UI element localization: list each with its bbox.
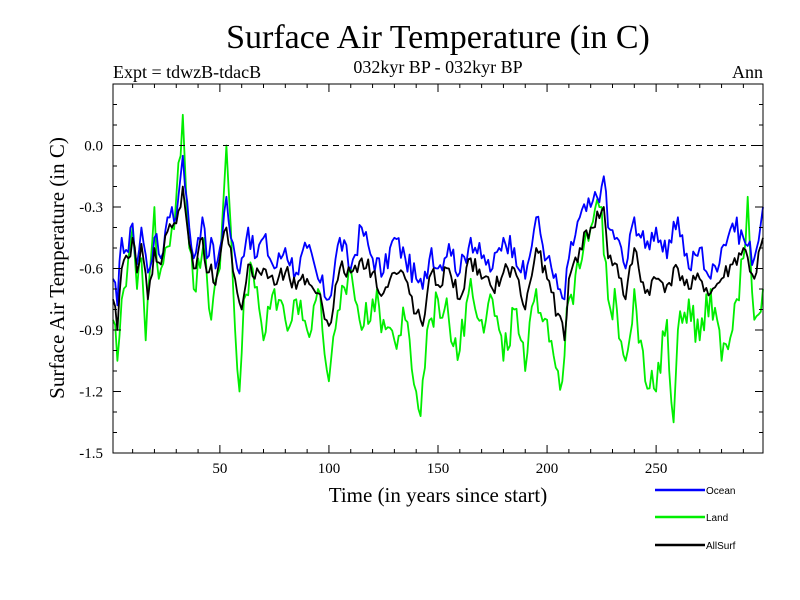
legend-label-ocean: Ocean bbox=[706, 486, 735, 497]
chart-subtitle: 032kyr BP - 032kyr BP bbox=[353, 57, 522, 77]
y-tick-label: 0.0 bbox=[84, 139, 103, 155]
y-axis-label: Surface Air Temperature (in C) bbox=[45, 137, 69, 399]
experiment-label: Expt = tdwzB-tdacB bbox=[113, 62, 261, 82]
chart-title: Surface Air Temperature (in C) bbox=[226, 19, 650, 56]
x-tick-label: 50 bbox=[212, 461, 227, 477]
tick-layer: 50 100 150 200 250 -1.5 -1.2 -0.9 -0.6 -0.3 0.0 bbox=[79, 84, 763, 477]
legend: Ocean Land AllSurf bbox=[655, 486, 736, 552]
y-tick-label: -1.2 bbox=[79, 385, 103, 401]
x-tick-label: 150 bbox=[427, 461, 450, 477]
y-tick-label: -0.6 bbox=[79, 262, 103, 278]
series-layer bbox=[112, 113, 764, 424]
x-axis-label: Time (in years since start) bbox=[329, 483, 548, 507]
y-tick-label: -1.5 bbox=[79, 446, 103, 462]
x-tick-label: 100 bbox=[318, 461, 341, 477]
legend-label-land: Land bbox=[706, 513, 728, 524]
y-tick-label: -0.9 bbox=[79, 323, 103, 339]
y-tick-label: -0.3 bbox=[79, 200, 103, 216]
series-line-allsurf bbox=[112, 185, 764, 342]
x-tick-label: 250 bbox=[645, 461, 668, 477]
plot-frame bbox=[112, 83, 764, 454]
legend-label-allsurf: AllSurf bbox=[706, 541, 736, 552]
x-tick-label: 200 bbox=[536, 461, 559, 477]
season-label: Ann bbox=[732, 62, 763, 82]
series-line-ocean bbox=[112, 154, 764, 307]
